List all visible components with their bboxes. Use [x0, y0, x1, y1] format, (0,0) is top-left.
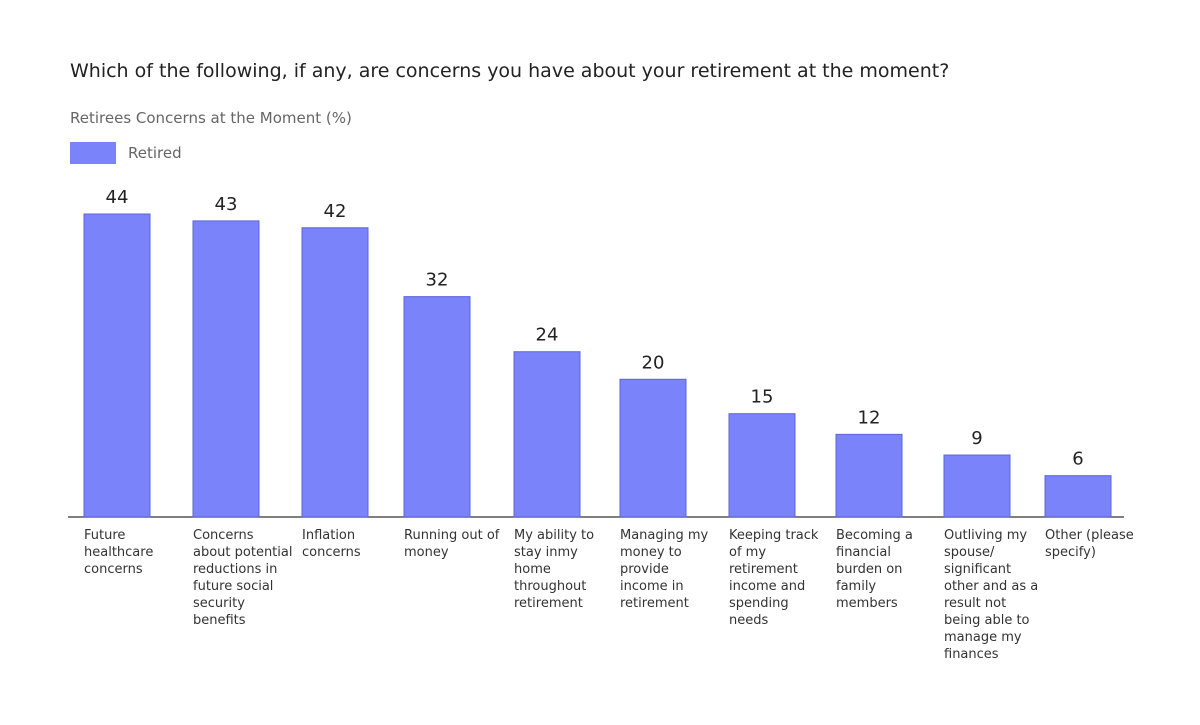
- chart-subtitle: Retirees Concerns at the Moment (%): [70, 109, 352, 127]
- data-label: 42: [324, 201, 347, 222]
- bar: [83, 213, 151, 518]
- bar: [835, 433, 903, 518]
- category-label: Other (please specify): [1045, 528, 1134, 560]
- category-label: Outliving my spouse/ significant other a…: [944, 528, 1039, 662]
- bar: [192, 220, 260, 518]
- data-label: 6: [1072, 449, 1083, 470]
- category-label: Managing my money to provide income in r…: [620, 528, 709, 611]
- category-label: Inflation concerns: [302, 528, 361, 560]
- data-label: 20: [642, 352, 665, 373]
- data-label: 43: [215, 194, 238, 215]
- data-label: 12: [858, 407, 881, 428]
- chart-title: Which of the following, if any, are conc…: [70, 60, 950, 82]
- bar: [1044, 475, 1112, 518]
- category-label: Keeping track of my retirement income an…: [729, 528, 819, 628]
- legend-label: Retired: [128, 144, 182, 162]
- category-label: Future healthcare concerns: [84, 528, 154, 577]
- data-label: 44: [106, 187, 129, 208]
- bar: [403, 296, 471, 518]
- legend: Retired: [70, 142, 182, 164]
- legend-swatch: [70, 142, 116, 164]
- category-label: Running out of money: [404, 528, 500, 560]
- data-label: 9: [971, 428, 982, 449]
- category-label: My ability to stay inmy home throughout …: [514, 528, 595, 611]
- data-label: 24: [536, 325, 559, 346]
- data-label: 15: [751, 387, 774, 408]
- data-label: 32: [426, 270, 449, 291]
- bar: [301, 227, 369, 518]
- bar: [513, 351, 581, 518]
- bar: [619, 378, 687, 518]
- bar: [943, 454, 1011, 518]
- bar: [728, 413, 796, 518]
- category-label: Concerns about potential reductions in f…: [193, 528, 293, 628]
- category-label: Becoming a financial burden on family me…: [836, 528, 913, 611]
